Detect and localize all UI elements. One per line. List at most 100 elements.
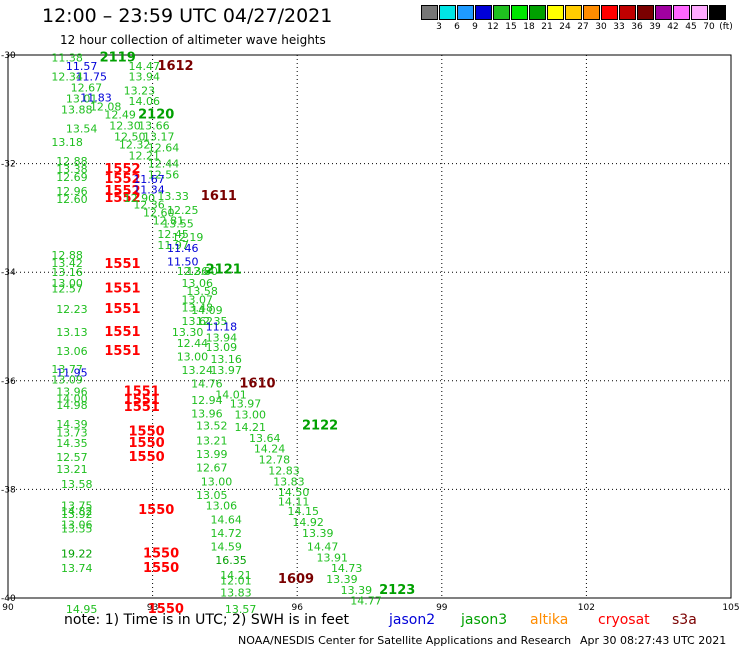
sat-altika-label: altika <box>530 612 569 628</box>
y-tick-label: -36 <box>1 377 16 387</box>
legend-swatch <box>565 5 582 20</box>
wave-height-label: 13.24 <box>182 364 214 377</box>
wave-height-label: 12.01 <box>220 575 252 588</box>
pass-time-label: 1550 <box>129 424 165 439</box>
wave-height-label: 12.36 <box>133 198 165 211</box>
legend-label: 18 <box>523 22 535 32</box>
wave-height-label: 14.50 <box>278 486 310 499</box>
wave-height-label: 11.38 <box>51 52 83 65</box>
wave-height-label: 12.57 <box>56 451 87 464</box>
wave-height-label: 13.83 <box>220 587 252 600</box>
pass-time-label: 1551 <box>104 281 140 296</box>
legend-label: 70 <box>703 22 715 32</box>
wave-height-label: 13.35 <box>61 522 93 535</box>
pass-time-label: 2119 <box>100 51 136 66</box>
wave-height-label: 12.60 <box>56 193 87 206</box>
wave-height-label: 13.39 <box>326 573 358 586</box>
sat-s3a-label: s3a <box>672 612 697 628</box>
wave-height-label: 14.00 <box>56 393 87 406</box>
timestamp-text: Apr 30 08:27:43 UTC 2021 <box>580 634 727 647</box>
legend-label: 9 <box>472 22 478 32</box>
wave-height-label: 14.47 <box>129 60 161 73</box>
legend-swatch <box>655 5 672 20</box>
y-tick-label: -34 <box>1 268 16 278</box>
wave-height-label: 13.73 <box>56 426 87 439</box>
legend-swatch <box>601 5 618 20</box>
wave-height-label: 11.57 <box>66 60 98 73</box>
pass-time-label: 1552 <box>104 162 140 177</box>
wave-height-label: 13.57 <box>225 603 257 616</box>
wave-height-label: 12.23 <box>56 303 87 316</box>
wave-height-label: 13.06 <box>182 277 214 290</box>
wave-height-label: 12.19 <box>172 231 204 244</box>
pass-time-label: 2122 <box>302 418 338 433</box>
wave-height-label: 14.24 <box>254 443 286 456</box>
pass-time-label: 1550 <box>143 561 179 576</box>
legend-swatch <box>493 5 510 20</box>
wave-height-label: 13.00 <box>235 408 266 421</box>
wave-height-label: 14.59 <box>210 540 242 553</box>
wave-height-label: 14.98 <box>56 399 87 412</box>
y-tick-label: -38 <box>1 485 16 495</box>
legend-swatch <box>673 5 690 20</box>
wave-height-label: 11.83 <box>80 91 112 104</box>
wave-height-label: 12.88 <box>56 155 87 168</box>
legend-swatch <box>583 5 600 20</box>
wave-height-label: 14.06 <box>129 95 161 108</box>
wave-height-label: 13.38 <box>56 163 87 176</box>
wave-height-label: 13.92 <box>61 508 93 521</box>
wave-height-label: 13.21 <box>196 435 228 448</box>
wave-height-label: 13.39 <box>302 527 334 540</box>
wave-height-label: 13.23 <box>124 84 155 97</box>
legend-label: 39 <box>649 22 661 32</box>
wave-height-label: 14.01 <box>215 388 247 401</box>
y-tick-label: -40 <box>1 594 16 604</box>
wave-height-label: 14.76 <box>191 378 223 391</box>
wave-height-label: 14.47 <box>307 540 339 553</box>
legend-swatch <box>691 5 708 20</box>
units-note: note: 1) Time is in UTC; 2) SWH is in fe… <box>64 612 350 628</box>
wave-height-label: 12.57 <box>51 282 83 295</box>
wave-height-label: 12.36 <box>177 265 209 278</box>
wave-height-label: 19.22 <box>61 547 93 560</box>
wave-height-label: 13.74 <box>61 562 93 575</box>
wave-height-label: 11.97 <box>157 239 189 252</box>
pass-time-label: 1550 <box>129 450 165 465</box>
wave-height-label: 14.35 <box>56 437 87 450</box>
pass-time-label: 1552 <box>104 172 140 187</box>
wave-height-label: 11.34 <box>133 184 165 197</box>
wave-height-label: 13.00 <box>177 350 209 363</box>
wave-height-label: 13.94 <box>206 331 238 344</box>
wave-height-label: 13.06 <box>61 519 93 532</box>
wave-height-label: 12.96 <box>56 185 87 198</box>
wave-height-label: 13.13 <box>56 326 87 339</box>
wave-height-label: 12.69 <box>56 171 87 184</box>
wave-height-label: 13.16 <box>51 266 83 279</box>
wave-height-label: 13.55 <box>162 217 194 230</box>
legend-label: 21 <box>541 22 553 32</box>
wave-height-label: 14.82 <box>61 505 93 518</box>
wave-height-label: 14.92 <box>292 516 324 529</box>
wave-height-label: 12.49 <box>104 109 135 122</box>
legend-label: 3 <box>436 22 442 32</box>
wave-height-label: 13.99 <box>196 448 228 461</box>
wave-height-label: 12.88 <box>51 249 83 262</box>
wave-height-label: 13.96 <box>191 407 223 420</box>
wave-height-label: 13.09 <box>206 341 238 354</box>
wave-height-label: 13.88 <box>61 103 93 116</box>
legend-label: 30 <box>595 22 607 32</box>
wave-height-label: 13.18 <box>51 136 83 149</box>
legend-swatch <box>637 5 654 20</box>
wave-height-label: 14.95 <box>66 603 98 616</box>
wave-height-label: 12.90 <box>124 192 155 205</box>
wave-height-label: 13.33 <box>157 190 189 203</box>
wave-height-label: 11.50 <box>167 255 199 268</box>
chart-subtitle: 12 hour collection of altimeter wave hei… <box>60 33 326 47</box>
legend-label: 33 <box>613 22 625 32</box>
wave-height-label: 12.34 <box>51 71 83 84</box>
legend-swatch <box>529 5 546 20</box>
wave-height-label: 13.09 <box>51 374 83 387</box>
legend-swatch <box>547 5 564 20</box>
pass-time-label: 1550 <box>143 546 179 561</box>
wave-height-label: 13.58 <box>61 478 93 491</box>
